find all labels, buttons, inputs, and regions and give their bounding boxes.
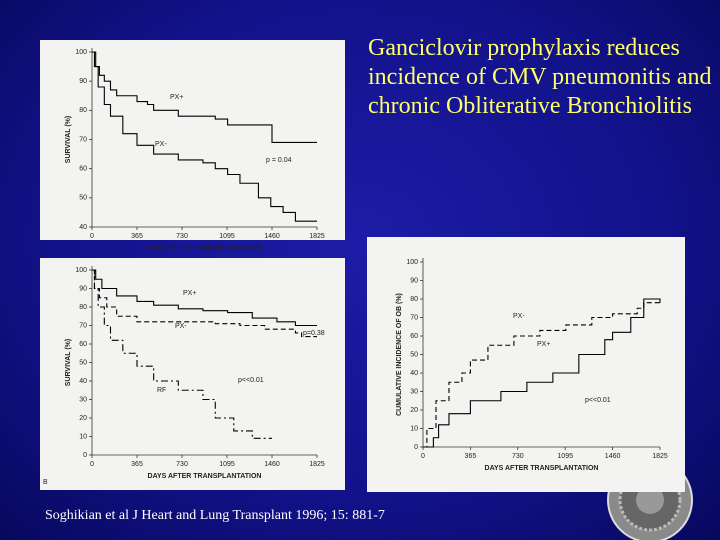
y-tick-label: 40 xyxy=(410,370,418,377)
y-tick-label: 90 xyxy=(410,277,418,284)
series-line xyxy=(92,51,317,143)
annotation: p = 0.04 xyxy=(266,157,292,164)
x-axis-label: DAYS AFTER TRANSPLANTATION xyxy=(148,245,262,252)
x-axis-label: DAYS AFTER TRANSPLANTATION xyxy=(148,473,262,480)
x-tick-label: 1825 xyxy=(309,461,325,468)
y-tick-label: 30 xyxy=(410,388,418,395)
y-tick-label: 70 xyxy=(410,314,418,321)
y-tick-label: 20 xyxy=(410,407,418,414)
y-tick-label: 50 xyxy=(410,351,418,358)
series-line xyxy=(423,302,660,448)
y-tick-label: 60 xyxy=(79,166,87,173)
y-tick-label: 90 xyxy=(79,285,87,292)
x-tick-label: 1825 xyxy=(309,233,325,240)
series-line xyxy=(92,269,317,327)
y-tick-label: 60 xyxy=(79,341,87,348)
series-label: PX+ xyxy=(537,341,550,348)
y-axis-label: CUMULATIVE INCIDENCE OF OB (%) xyxy=(396,293,403,416)
x-tick-label: 1460 xyxy=(264,461,280,468)
chart-panel xyxy=(40,258,345,490)
chart-panel xyxy=(367,237,685,492)
y-axis-label: SURVIVAL (%) xyxy=(65,116,72,163)
x-tick-label: 730 xyxy=(176,461,188,468)
series-label: PX+ xyxy=(183,290,196,297)
annotation: p=0.38 xyxy=(303,330,325,337)
y-tick-label: 50 xyxy=(79,359,87,366)
series-label: PX- xyxy=(175,323,187,330)
y-tick-label: 80 xyxy=(79,304,87,311)
y-tick-label: 40 xyxy=(79,378,87,385)
x-tick-label: 0 xyxy=(90,461,94,468)
citation: Soghikian et al J Heart and Lung Transpl… xyxy=(45,508,385,523)
y-tick-label: 10 xyxy=(410,425,418,432)
x-tick-label: 1095 xyxy=(557,453,573,460)
series-line xyxy=(92,51,317,222)
y-tick-label: 70 xyxy=(79,322,87,329)
annotation: p<<0.01 xyxy=(585,397,611,404)
y-tick-label: 30 xyxy=(79,396,87,403)
x-tick-label: 0 xyxy=(421,453,425,460)
x-tick-label: 0 xyxy=(90,233,94,240)
y-tick-label: 80 xyxy=(79,107,87,114)
x-tick-label: 1460 xyxy=(264,233,280,240)
series-label: PX- xyxy=(513,313,525,320)
y-tick-label: 50 xyxy=(79,195,87,202)
annotation: p<<0.01 xyxy=(238,377,264,384)
series-line xyxy=(423,298,661,448)
y-axis-label: SURVIVAL (%) xyxy=(65,339,72,386)
x-tick-label: 365 xyxy=(465,453,477,460)
series-line xyxy=(92,269,272,439)
y-tick-label: 100 xyxy=(75,267,87,274)
x-tick-label: 1825 xyxy=(652,453,668,460)
x-tick-label: 1460 xyxy=(605,453,621,460)
x-tick-label: 730 xyxy=(176,233,188,240)
y-tick-label: 80 xyxy=(410,296,418,303)
x-tick-label: 730 xyxy=(512,453,524,460)
series-label: PX- xyxy=(155,141,167,148)
slide-title: Ganciclovir prophylaxis reduces incidenc… xyxy=(368,35,712,119)
y-tick-label: 70 xyxy=(79,136,87,143)
y-tick-label: 20 xyxy=(79,415,87,422)
x-tick-label: 1095 xyxy=(219,461,235,468)
y-tick-label: 40 xyxy=(79,224,87,231)
series-line xyxy=(92,269,317,338)
y-tick-label: 100 xyxy=(75,49,87,56)
y-tick-label: 60 xyxy=(410,333,418,340)
x-tick-label: 365 xyxy=(131,233,143,240)
series-label: PX+ xyxy=(170,94,183,101)
x-tick-label: 1095 xyxy=(219,233,235,240)
y-tick-label: 100 xyxy=(406,259,418,266)
y-tick-label: 0 xyxy=(83,452,87,459)
series-label: RF xyxy=(157,387,166,394)
y-tick-label: 10 xyxy=(79,433,87,440)
x-axis-label: DAYS AFTER TRANSPLANTATION xyxy=(485,465,599,472)
y-tick-label: 90 xyxy=(79,78,87,85)
y-tick-label: 0 xyxy=(414,444,418,451)
chart-panel xyxy=(40,40,345,240)
x-tick-label: 365 xyxy=(131,461,143,468)
panel-label: B xyxy=(43,479,48,486)
